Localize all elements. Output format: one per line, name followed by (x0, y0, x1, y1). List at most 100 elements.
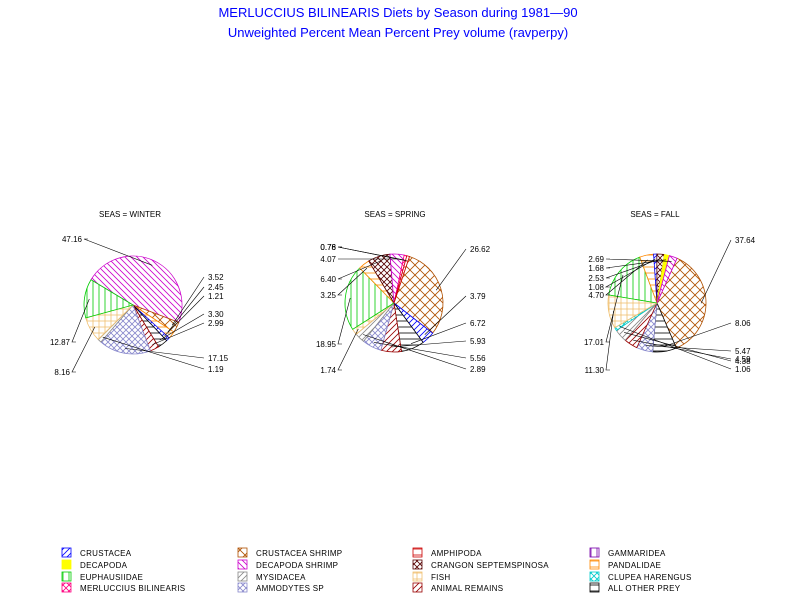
legend-swatch (61, 547, 72, 558)
leader-line (71, 298, 90, 343)
legend-swatch (412, 547, 423, 558)
slice-label: 37.64 (735, 236, 756, 245)
legend-label: AMMODYTES SP (256, 584, 324, 593)
leader-line (700, 239, 732, 304)
leader-line (152, 322, 205, 345)
legend-item-ammodytes-sp: AMMODYTES SP (237, 582, 324, 593)
legend-label: GAMMARIDEA (608, 549, 666, 558)
slice-label: 4.59 (735, 355, 751, 364)
slice-label: 2.99 (208, 319, 224, 328)
slice-euphausiidae (83, 279, 135, 319)
leader-line (391, 340, 467, 348)
slice-label: 6.40 (320, 275, 336, 284)
slice-label: 4.38 (735, 357, 751, 366)
leader-line (164, 295, 205, 337)
slice-label: 18.95 (316, 340, 337, 349)
slice-label: 11.30 (585, 366, 605, 375)
leader-line (167, 286, 205, 333)
legend-label: ANIMAL REMAINS (431, 584, 503, 593)
legend-item-animal-remains: ANIMAL REMAINS (412, 582, 503, 593)
leader-line (605, 274, 624, 343)
leader-line (71, 326, 96, 373)
leader-line (337, 260, 381, 280)
legend-swatch (589, 547, 600, 558)
leader-line (633, 339, 732, 360)
leader-line (102, 336, 205, 370)
slice-amphipoda (393, 255, 410, 304)
slice-label: 8.06 (735, 319, 751, 328)
legend-item-gammaridea: GAMMARIDEA (589, 547, 666, 558)
pie-seas-fall: SEAS = FALL 37.64 8.06 5.474.594.381.06 11.3… (584, 210, 756, 375)
leader-line (605, 259, 648, 296)
leader-line (624, 332, 732, 362)
slice-label: 5.56 (470, 354, 486, 363)
legend-swatch (237, 582, 248, 593)
slice-label: 1.21 (208, 292, 224, 301)
leader-line (663, 322, 732, 347)
pie-title: SEAS = FALL (630, 210, 680, 219)
leader-line (373, 342, 467, 359)
leader-line (605, 259, 666, 269)
legend-item-clupea-harengus: CLUPEA HARENGUS (589, 571, 692, 582)
leader-line (645, 345, 732, 352)
legend-swatch (61, 571, 72, 582)
legend-label: DECAPODA SHRIMP (256, 561, 338, 570)
slice-label: 0.78 (320, 243, 336, 252)
pie-seas-winter: SEAS = WINTER 47.16 3.522.451.21 3.302.99 17… (50, 210, 229, 377)
leader-line (605, 310, 614, 371)
leader-line (424, 295, 467, 335)
slice-label: 1.68 (588, 264, 604, 273)
legend-swatch (589, 571, 600, 582)
legend-swatch (61, 559, 72, 570)
leader-line (363, 334, 467, 370)
slice-label: 17.15 (208, 354, 229, 363)
chart-title: MERLUCCIUS BILINEARIS Diets by Season du… (218, 5, 577, 20)
legend-item-crangon-septemspinosa: CRANGON SEPTEMSPINOSA (412, 559, 549, 570)
slice-label: 17.01 (584, 338, 605, 347)
legend-label: FISH (431, 573, 450, 582)
legend-swatch (412, 582, 423, 593)
legend-swatch (237, 547, 248, 558)
legend-item-decapoda: DECAPODA (61, 559, 127, 570)
leader-line (337, 267, 368, 296)
legend-label: CRUSTACEA SHRIMP (256, 549, 342, 558)
legend-item-all-other-prey: ALL OTHER PREY (589, 582, 680, 593)
leader-line (125, 348, 205, 359)
legend-label: EUPHAUSIIDAE (80, 573, 143, 582)
pie-title: SEAS = SPRING (364, 210, 425, 219)
slice-label: 2.69 (588, 255, 604, 264)
legend-label: AMPHIPODA (431, 549, 482, 558)
legend-label: CLUPEA HARENGUS (608, 573, 692, 582)
legend: CRUSTACEA CRUSTACEA SHRIMP AMPHIPODA GAMMAR… (61, 547, 692, 593)
legend-item-amphipoda: AMPHIPODA (412, 547, 482, 558)
legend-item-mysidacea: MYSIDACEA (237, 571, 306, 582)
legend-swatch (589, 582, 600, 593)
slice-decapoda-shrimp (656, 255, 678, 304)
slice-label: 26.62 (470, 245, 491, 254)
legend-swatch (412, 571, 423, 582)
leader-line (83, 238, 153, 266)
leader-line (604, 258, 656, 288)
slice-crustacea-shrimp (656, 257, 707, 349)
legend-item-decapoda-shrimp: DECAPODA SHRIMP (237, 559, 338, 570)
leader-line (159, 313, 205, 341)
legend-swatch (412, 559, 423, 570)
slice-label: 4.70 (588, 291, 604, 300)
leader-line (605, 258, 672, 262)
legend-item-crustacea-shrimp: CRUSTACEA SHRIMP (237, 547, 342, 558)
slice-label: 1.06 (735, 365, 751, 374)
slice-label: 3.30 (208, 310, 224, 319)
leader-line (337, 328, 359, 371)
legend-item-pandalidae: PANDALIDAE (589, 559, 661, 570)
leader-line (337, 246, 407, 262)
slice-label: 1.19 (208, 365, 224, 374)
legend-label: MYSIDACEA (256, 573, 306, 582)
leader-line (337, 297, 351, 345)
slice-label: 6.72 (470, 319, 486, 328)
leader-line (410, 322, 467, 344)
leader-line (435, 248, 467, 291)
legend-item-fish: FISH (412, 571, 450, 582)
chart-subtitle: Unweighted Percent Mean Percent Prey vol… (228, 25, 568, 40)
legend-swatch (237, 559, 248, 570)
